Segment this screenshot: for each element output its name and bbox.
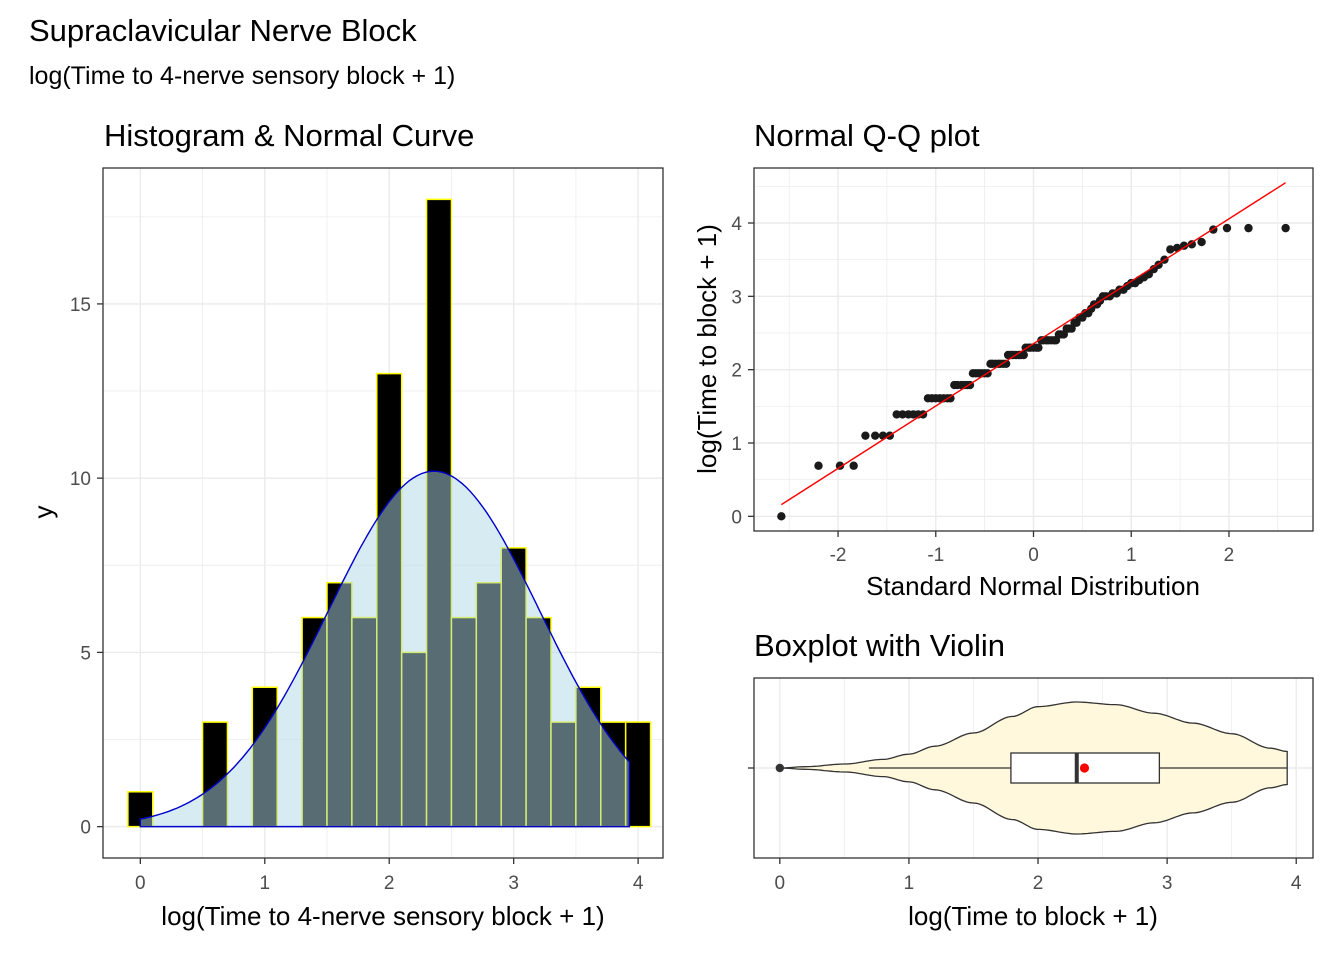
qq-point (892, 410, 901, 419)
histogram-y-tick-label: 15 (70, 295, 91, 316)
qq-point (849, 461, 858, 470)
qq-y-tick-label: 3 (731, 287, 742, 308)
histogram-panel: Histogram & Normal Curve 0 1 2 3 4 0 5 10 15 log… (28, 118, 664, 931)
qq-point (814, 461, 823, 470)
qq-x-tick-label: -1 (927, 545, 944, 566)
qq-point (898, 410, 907, 419)
histogram-y-tick-label: 0 (80, 818, 91, 839)
qq-point (1222, 223, 1232, 233)
histogram-x-tick-label: 3 (508, 873, 519, 894)
histogram-y-tick-label: 5 (80, 643, 91, 664)
figure-subtitle: log(Time to 4-nerve sensory block + 1) (29, 62, 455, 90)
boxplot-x-tick-label: 0 (775, 873, 786, 894)
histogram-x-tick-label: 4 (633, 873, 644, 894)
qq-point (1034, 343, 1043, 352)
figure-title: Supraclavicular Nerve Block (29, 13, 417, 48)
qq-x-tick-label: 0 (1028, 545, 1039, 566)
qq-y-tick-label: 1 (731, 434, 742, 455)
histogram-y-tick-label: 10 (70, 469, 91, 490)
boxplot-outlier-point (775, 763, 785, 773)
qq-reference-line (780, 182, 1287, 506)
qq-point (1197, 237, 1206, 247)
qq-x-axis-title: Standard Normal Distribution (866, 571, 1200, 601)
normal-curve-area (140, 471, 630, 827)
qq-point (1166, 245, 1175, 254)
boxplot-x-tick-label: 2 (1033, 873, 1044, 894)
qq-plot-area: -2 -1 0 1 2 0 1 2 3 4 (731, 167, 1314, 566)
histogram-plot-area: 0 1 2 3 4 0 5 10 15 (70, 167, 664, 894)
histogram-title: Histogram & Normal Curve (104, 118, 474, 153)
qq-y-tick-label: 2 (731, 361, 742, 382)
qq-x-tick-label: -2 (830, 545, 847, 566)
qq-point (1179, 241, 1189, 250)
boxplot-panel: Boxplot with Violin 0 1 2 3 4 log(Time to bl… (748, 628, 1314, 931)
boxplot-x-tick-label: 3 (1162, 873, 1173, 894)
qq-y-axis-title: log(Time to block + 1) (692, 224, 722, 474)
boxplot-x-axis-title: log(Time to block + 1) (908, 901, 1158, 931)
qq-point (1281, 223, 1290, 233)
qq-point (946, 394, 955, 403)
histogram-panel-border (102, 167, 664, 859)
boxplot-x-tick-label: 1 (904, 873, 915, 894)
qq-point (1019, 350, 1028, 360)
histogram-x-axis-title: log(Time to 4-nerve sensory block + 1) (161, 901, 604, 931)
boxplot-x-tick-label: 4 (1291, 873, 1302, 894)
qq-x-tick-label: 2 (1224, 545, 1235, 566)
histogram-y-axis-title: y (28, 506, 58, 519)
qq-y-tick-label: 0 (731, 507, 742, 528)
qq-point (870, 431, 880, 440)
histogram-x-tick-label: 2 (384, 873, 395, 894)
normal-curve-line (139, 470, 631, 828)
qq-point (1244, 223, 1253, 233)
qq-point (1187, 240, 1197, 249)
qq-x-tick-label: 1 (1126, 545, 1137, 566)
qq-title: Normal Q-Q plot (754, 118, 980, 153)
boxplot-mean-point (1079, 763, 1090, 773)
qq-point (777, 512, 786, 521)
histogram-x-tick-label: 0 (135, 873, 146, 894)
boxplot-title: Boxplot with Violin (754, 628, 1005, 663)
boxplot-plot-area: 0 1 2 3 4 (748, 677, 1314, 894)
qq-point (861, 431, 870, 440)
histogram-x-tick-label: 1 (259, 873, 270, 894)
qq-y-tick-label: 4 (731, 214, 742, 235)
qq-panel: Normal Q-Q plot -2 -1 0 1 2 0 1 2 3 4 Standard No… (692, 118, 1314, 601)
